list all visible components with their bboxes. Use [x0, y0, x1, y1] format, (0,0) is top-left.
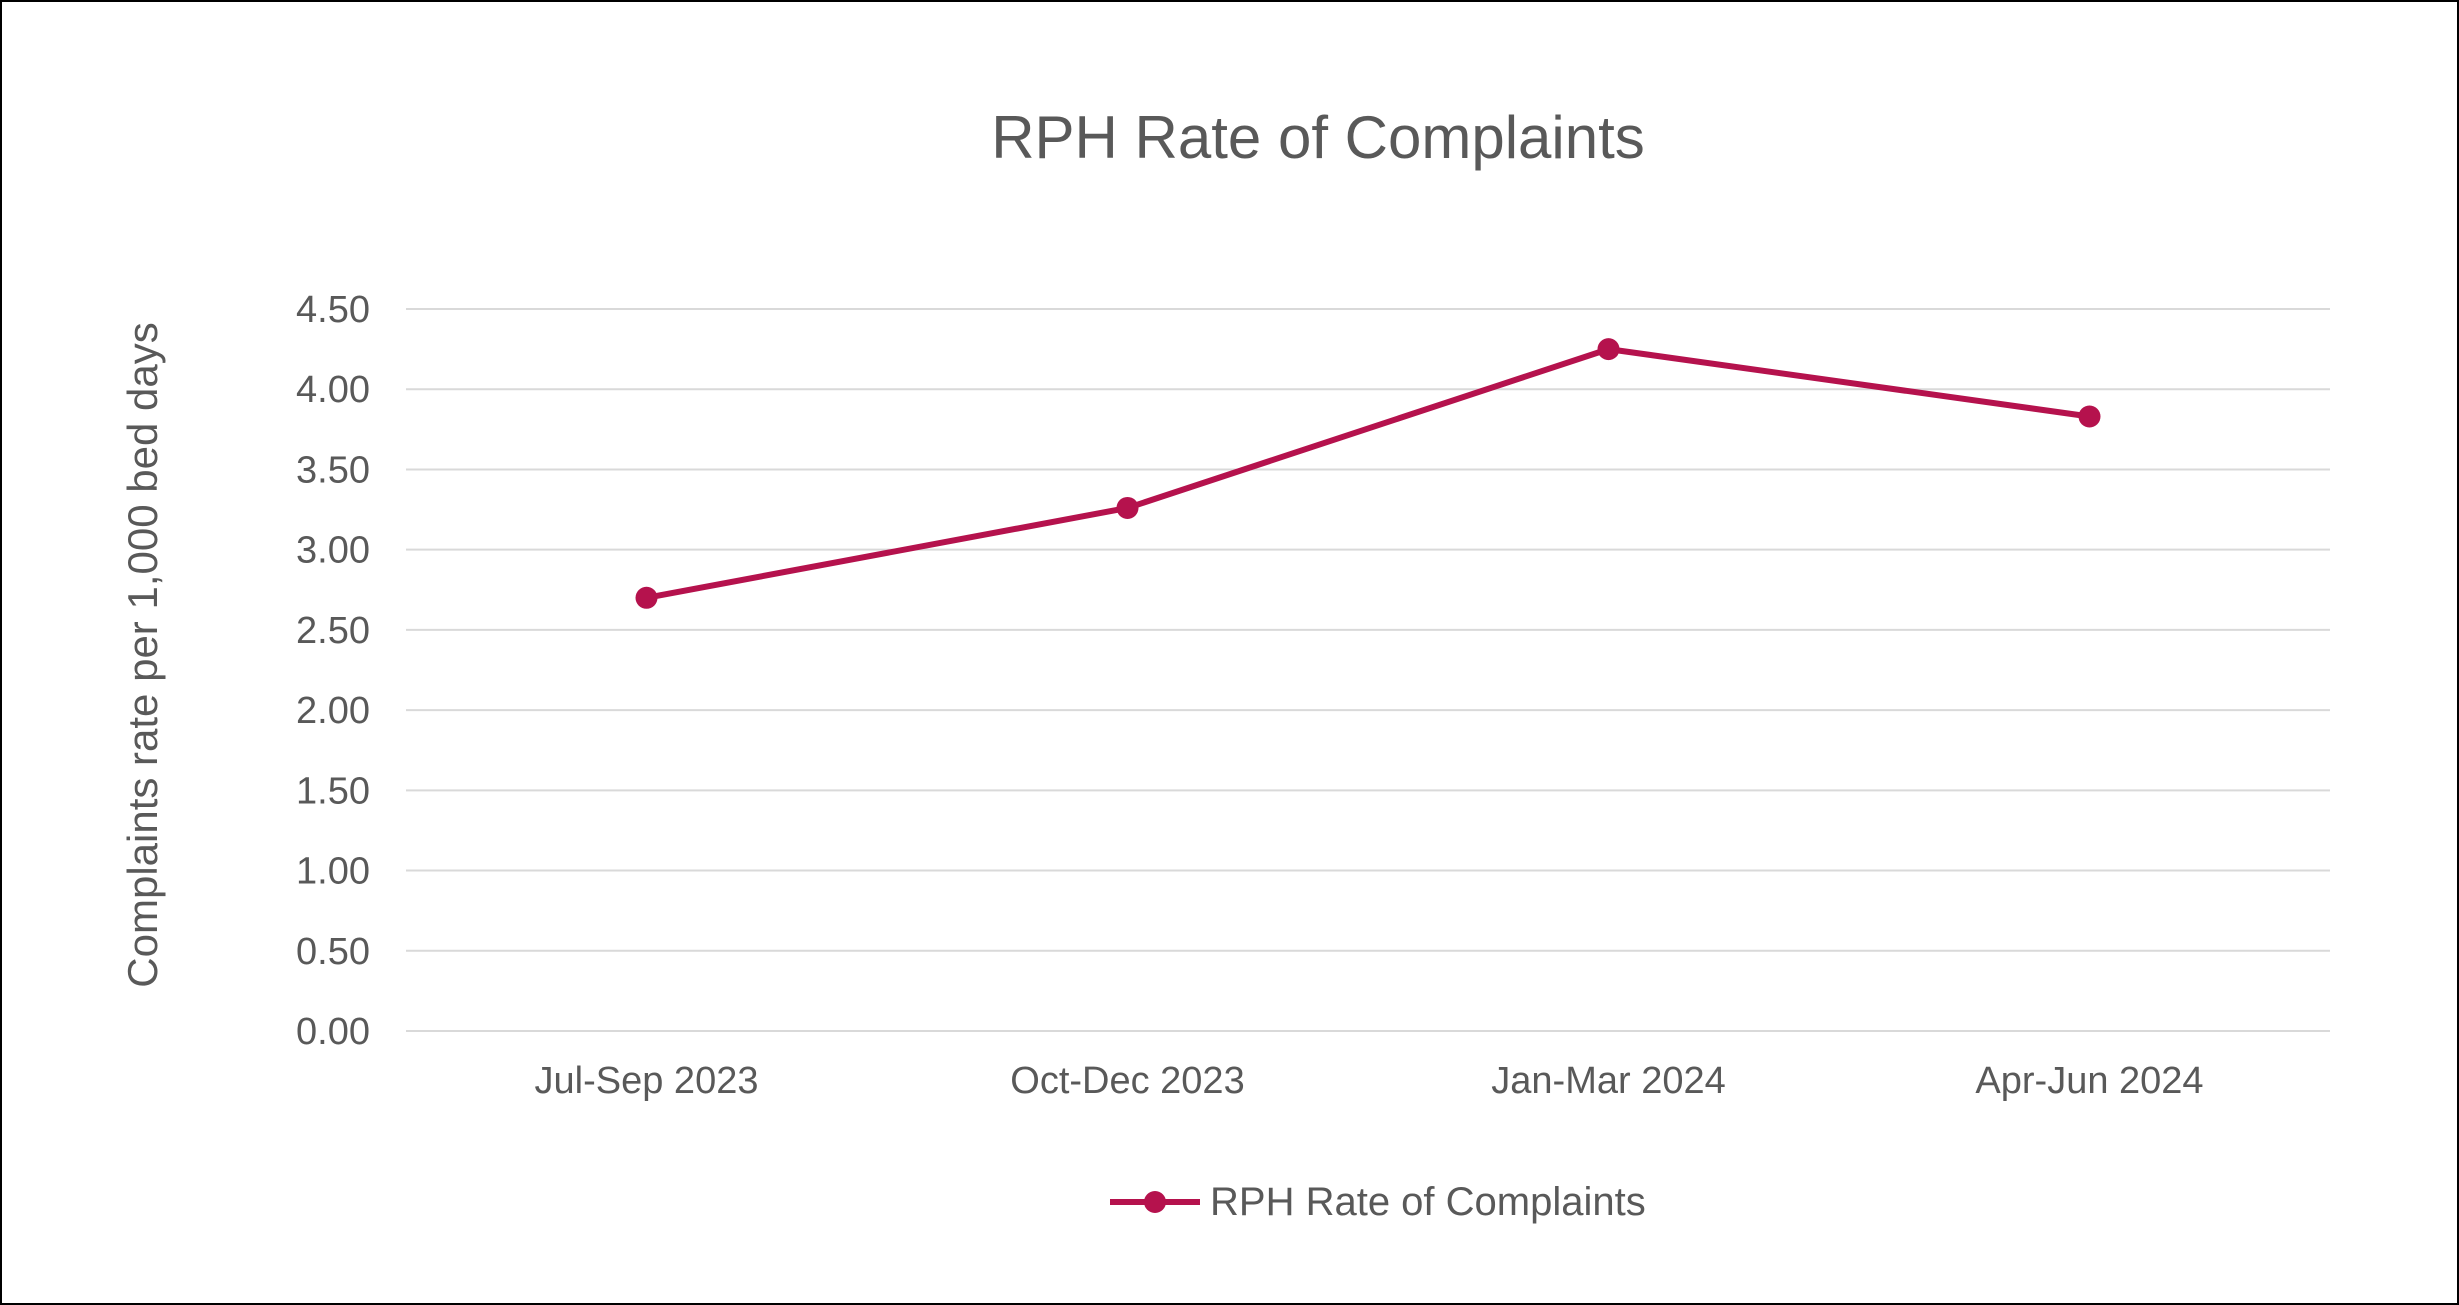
y-tick-label: 4.00 — [296, 369, 370, 411]
y-tick-label: 1.50 — [296, 770, 370, 812]
series-lines — [645, 346, 2090, 601]
y-tick-label: 2.00 — [296, 690, 370, 732]
y-axis-label: Complaints rate per 1,000 bed days — [119, 322, 166, 987]
y-tick-label: 4.50 — [296, 289, 370, 331]
gridlines — [406, 308, 2330, 1032]
data-point — [1116, 496, 1139, 519]
x-tick-label: Jul-Sep 2023 — [535, 1060, 759, 1102]
data-point — [1597, 338, 1620, 361]
legend: RPH Rate of Complaints — [1110, 1180, 1646, 1224]
x-axis-ticks: Jul-Sep 2023 Oct-Dec 2023 Jan-Mar 2024 Apr-… — [535, 1060, 2204, 1102]
series-line — [645, 346, 2090, 601]
y-tick-label: 3.50 — [296, 449, 370, 491]
y-tick-label: 0.00 — [296, 1011, 370, 1053]
chart-title: RPH Rate of Complaints — [991, 104, 1645, 171]
legend-marker — [1144, 1191, 1166, 1213]
y-axis-ticks: 0.00 0.50 1.00 1.50 2.00 2.50 3.00 3.50 4.00 4.50 — [296, 289, 370, 1053]
legend-label: RPH Rate of Complaints — [1210, 1180, 1646, 1224]
x-tick-label: Apr-Jun 2024 — [1975, 1060, 2203, 1102]
data-point — [2078, 405, 2101, 428]
data-point — [635, 586, 658, 609]
x-tick-label: Jan-Mar 2024 — [1491, 1060, 1725, 1102]
y-tick-label: 3.00 — [296, 530, 370, 572]
y-tick-label: 0.50 — [296, 931, 370, 973]
y-tick-label: 2.50 — [296, 610, 370, 652]
series-points — [635, 338, 2101, 609]
y-tick-label: 1.00 — [296, 851, 370, 893]
x-tick-label: Oct-Dec 2023 — [1010, 1060, 1244, 1102]
